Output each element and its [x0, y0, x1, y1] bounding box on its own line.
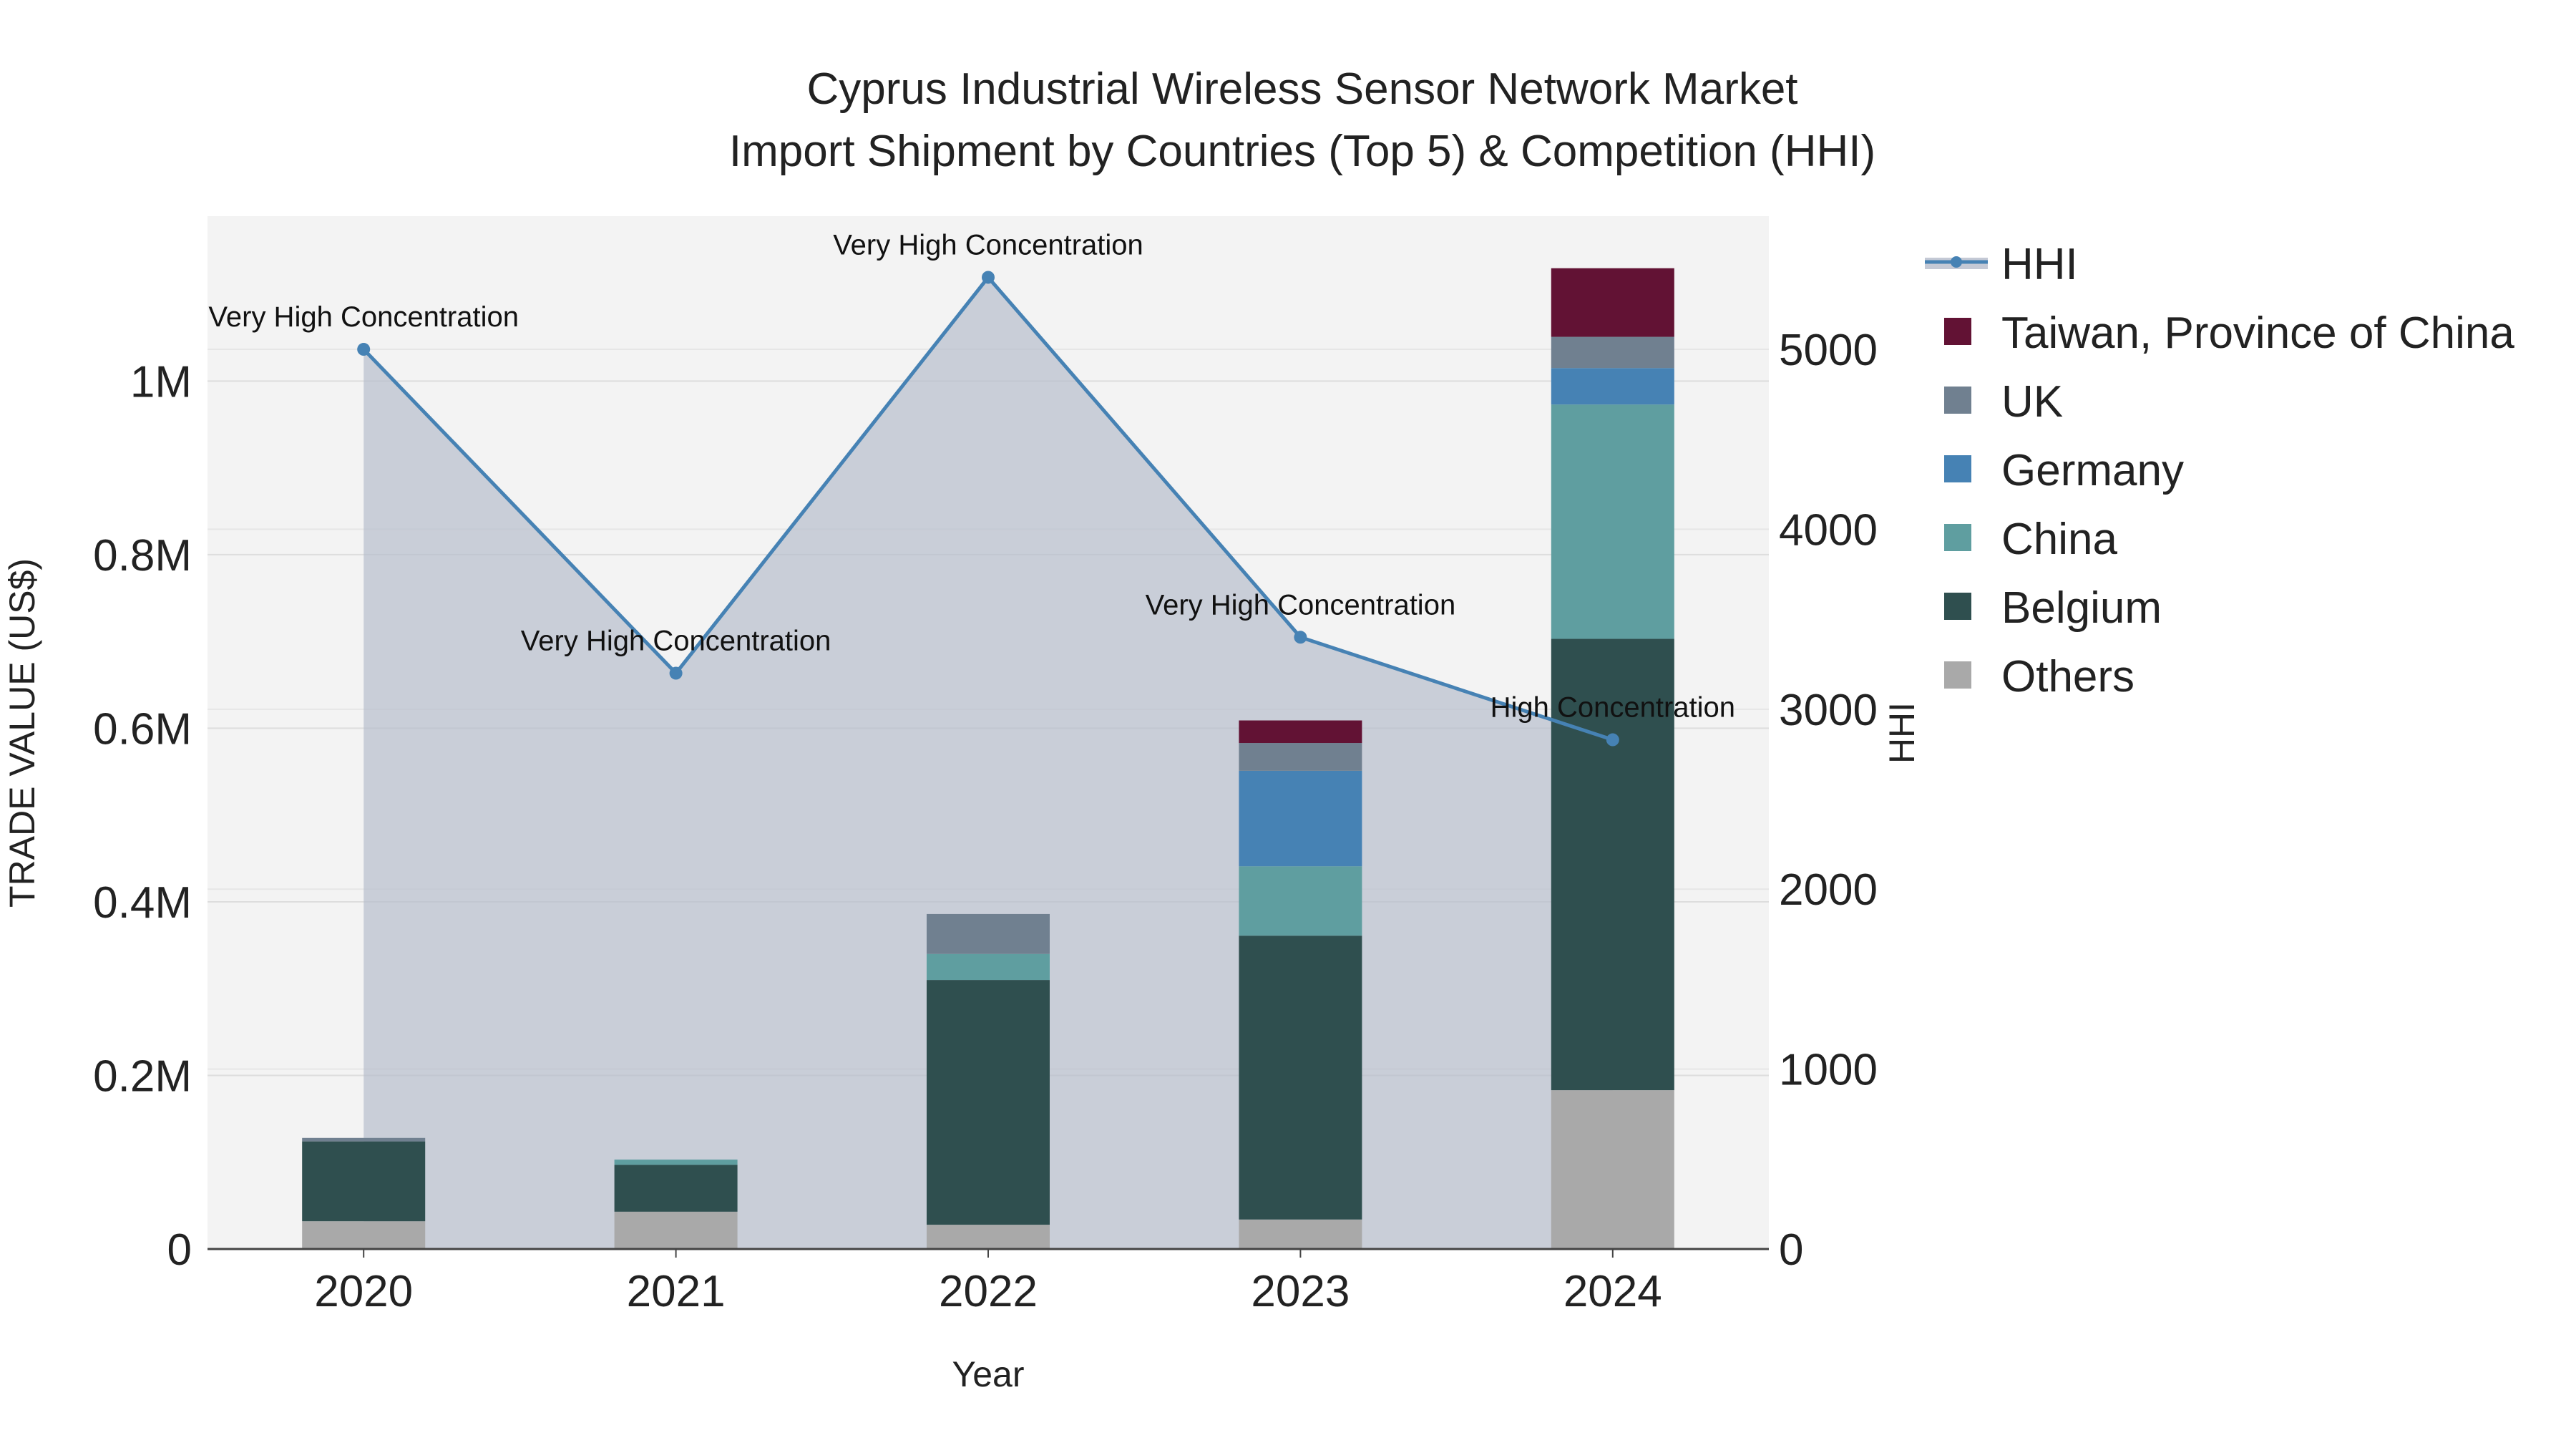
bar-uk-2022[interactable] — [927, 913, 1050, 954]
x-axis-title: Year — [952, 1354, 1024, 1394]
legend-item-taiwan-province-of-china[interactable]: Taiwan, Province of China — [1944, 308, 2514, 358]
y-tick-label: 0 — [167, 1225, 192, 1275]
legend-swatch — [1944, 661, 1971, 689]
y-tick-label: 0.8M — [93, 531, 192, 580]
legend: HHI Taiwan, Province of China UK Germany Chi… — [1925, 240, 2514, 701]
hhi-annotation-2021: Very High Concentration — [521, 626, 831, 657]
y-axis-title: TRADE VALUE (US$) — [2, 558, 42, 908]
legend-item-uk[interactable]: UK — [1944, 377, 2063, 427]
legend-swatch-hhi-marker — [1951, 256, 1962, 268]
bar-belgium-2020[interactable] — [302, 1141, 426, 1222]
legend-swatch — [1944, 455, 1971, 482]
y2-axis-title: HHI — [1882, 702, 1922, 764]
y2-tick-label: 3000 — [1779, 686, 1878, 735]
x-tick-label-2023: 2023 — [1251, 1267, 1350, 1316]
bar-others-2020[interactable] — [302, 1221, 426, 1249]
bar-belgium-2021[interactable] — [614, 1165, 738, 1212]
hhi-point-2022[interactable] — [982, 271, 995, 284]
bar-china-2024[interactable] — [1551, 404, 1674, 639]
legend-swatch — [1944, 387, 1971, 414]
hhi-annotation-2022: Very High Concentration — [833, 229, 1143, 261]
y2-tick-label: 0 — [1779, 1225, 1803, 1275]
hhi-point-2024[interactable] — [1606, 733, 1619, 747]
legend-swatch — [1944, 593, 1971, 620]
legend-swatch — [1944, 318, 1971, 345]
bar-germany-2023[interactable] — [1239, 770, 1362, 867]
legend-label: Germany — [2001, 446, 2184, 495]
legend-swatch — [1944, 524, 1971, 551]
x-tick-label-2024: 2024 — [1563, 1267, 1662, 1316]
legend-label: HHI — [2001, 240, 2078, 289]
legend-label: Belgium — [2001, 583, 2162, 633]
legend-item-hhi[interactable]: HHI — [1925, 240, 2078, 289]
bar-others-2022[interactable] — [927, 1225, 1050, 1249]
bar-taiwan-province-of-china-2024[interactable] — [1551, 268, 1674, 337]
y-tick-label: 0.6M — [93, 704, 192, 754]
y2-tick-label: 1000 — [1779, 1046, 1878, 1095]
legend-label: Others — [2001, 652, 2135, 701]
hhi-point-2020[interactable] — [357, 343, 371, 356]
bar-others-2024[interactable] — [1551, 1090, 1674, 1249]
hhi-annotation-2024: High Concentration — [1491, 692, 1735, 724]
bar-belgium-2024[interactable] — [1551, 638, 1674, 1091]
x-tick-label-2020: 2020 — [314, 1267, 413, 1316]
hhi-annotation-2023: Very High Concentration — [1146, 589, 1456, 621]
x-tick-label-2021: 2021 — [627, 1267, 726, 1316]
bar-others-2021[interactable] — [614, 1211, 738, 1249]
bar-china-2023[interactable] — [1239, 866, 1362, 936]
legend-item-china[interactable]: China — [1944, 515, 2118, 564]
axes: 0 0.2M 0.4M 0.6M 0.8M 1M 0 1000 2000 3000 4000 5000… — [93, 326, 1878, 1316]
bar-china-2021[interactable] — [614, 1160, 738, 1165]
legend-item-germany[interactable]: Germany — [1944, 446, 2184, 495]
bar-belgium-2023[interactable] — [1239, 936, 1362, 1220]
y-tick-label: 0.4M — [93, 878, 192, 928]
legend-label: China — [2001, 515, 2118, 564]
y2-tick-label: 4000 — [1779, 505, 1878, 555]
legend-item-others[interactable]: Others — [1944, 652, 2135, 701]
bars — [302, 268, 1674, 1249]
bar-germany-2024[interactable] — [1551, 368, 1674, 405]
bar-uk-2024[interactable] — [1551, 336, 1674, 369]
hhi-point-2021[interactable] — [669, 666, 683, 680]
hhi-line: Very High Concentration Very High Concent… — [208, 229, 1735, 747]
x-tick-label-2022: 2022 — [939, 1267, 1038, 1316]
legend-item-belgium[interactable]: Belgium — [1944, 583, 2162, 633]
hhi-annotation-2020: Very High Concentration — [208, 301, 519, 333]
hhi-point-2023[interactable] — [1294, 631, 1307, 644]
bar-china-2022[interactable] — [927, 953, 1050, 981]
y2-tick-label: 5000 — [1779, 326, 1878, 375]
bar-others-2023[interactable] — [1239, 1219, 1362, 1249]
legend-label: UK — [2001, 377, 2063, 427]
y-tick-label: 0.2M — [93, 1051, 192, 1101]
bar-uk-2020[interactable] — [302, 1137, 426, 1142]
chart-title-line1: Cyprus Industrial Wireless Sensor Networ… — [806, 64, 1797, 114]
y2-tick-label: 2000 — [1779, 865, 1878, 915]
bar-uk-2023[interactable] — [1239, 743, 1362, 771]
legend-label: Taiwan, Province of China — [2001, 308, 2514, 358]
bar-taiwan-province-of-china-2023[interactable] — [1239, 720, 1362, 744]
y-tick-label: 1M — [130, 357, 192, 407]
chart-title-line2: Import Shipment by Countries (Top 5) & C… — [729, 127, 1875, 176]
bar-belgium-2022[interactable] — [927, 980, 1050, 1225]
